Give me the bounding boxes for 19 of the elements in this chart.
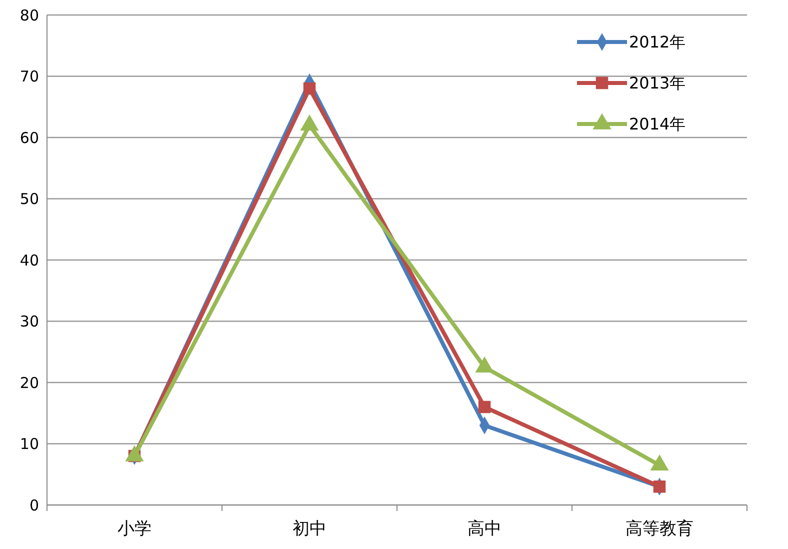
x-tick-label: 初中 [292, 519, 326, 539]
legend-label: 2014年 [629, 114, 686, 134]
y-tick-label: 60 [20, 128, 39, 147]
point [478, 400, 491, 414]
legend-label: 2012年 [629, 32, 686, 52]
y-tick-label: 0 [29, 496, 39, 514]
point [303, 82, 316, 95]
y-tick-label: 20 [20, 374, 39, 392]
point [653, 480, 666, 493]
legend-label: 2013年 [629, 74, 686, 93]
x-tick-label: 高等教育 [626, 519, 694, 539]
x-tick-label: 高中 [468, 519, 502, 539]
y-tick-label: 80 [20, 6, 39, 24]
y-tick-label: 70 [20, 68, 39, 86]
x-tick-label: 小学 [118, 519, 152, 539]
y-tick-label: 10 [20, 435, 39, 453]
y-tick-label: 50 [20, 190, 39, 208]
y-tick-label: 30 [20, 312, 39, 330]
y-tick-label: 40 [20, 251, 39, 270]
